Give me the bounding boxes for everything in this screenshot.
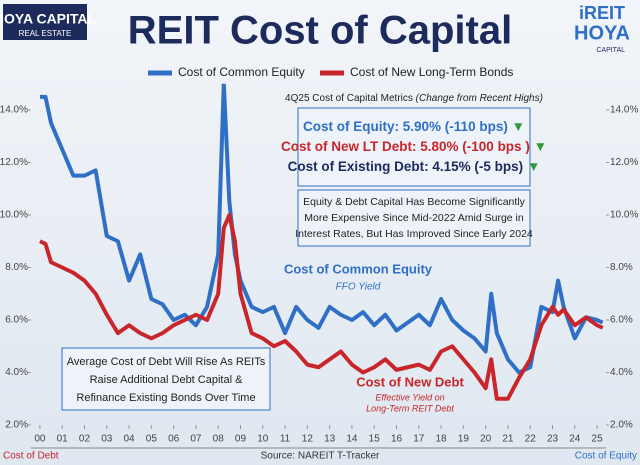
note-line: Raise Additional Debt Capital & bbox=[90, 374, 244, 386]
metric: Cost of New LT Debt: 5.80% (-100 bps ) ▼ bbox=[281, 139, 547, 154]
chart-title: REIT Cost of Capital bbox=[128, 9, 512, 53]
x-tick-label: 19 bbox=[458, 434, 470, 445]
x-tick-label: 17 bbox=[413, 434, 425, 445]
y-tick-label: 12.0% bbox=[0, 157, 28, 168]
y2-tick-label: 14.0% bbox=[610, 105, 638, 116]
source: Source: NAREIT T-Tracker bbox=[261, 451, 380, 462]
x-tick-label: 24 bbox=[569, 434, 581, 445]
y-tick-label: 6.0% bbox=[5, 315, 28, 326]
left-logo bbox=[3, 4, 87, 40]
metric-arrow: ▼ bbox=[512, 119, 525, 134]
x-tick-label: 16 bbox=[391, 434, 403, 445]
note-line: More Expensive Since Mid-2022 Amid Surge… bbox=[304, 212, 524, 224]
x-tick-label: 21 bbox=[502, 434, 514, 445]
note-line: Average Cost of Debt Will Rise As REITs bbox=[67, 356, 266, 368]
metric: Cost of Existing Debt: 4.15% (-5 bps) ▼ bbox=[288, 159, 541, 174]
logo-text: REAL ESTATE bbox=[19, 29, 72, 38]
metric-text: Cost of New LT Debt: 5.80% (-100 bps ) bbox=[281, 139, 530, 154]
x-tick-label: 10 bbox=[257, 434, 269, 445]
x-tick-label: 09 bbox=[235, 434, 247, 445]
legend-label: Cost of Common Equity bbox=[178, 65, 305, 79]
y2-tick-label: 8.0% bbox=[610, 262, 633, 273]
x-tick-label: 07 bbox=[190, 434, 202, 445]
series-line bbox=[39, 83, 604, 375]
metric-text: Cost of Existing Debt: 4.15% (-5 bps) bbox=[288, 159, 524, 174]
debt-sub: Long-Term REIT Debt bbox=[366, 403, 454, 413]
logo-text: HOYA CAPITAL bbox=[0, 11, 97, 27]
x-tick-label: 11 bbox=[280, 434, 291, 445]
y-tick-label: 4.0% bbox=[5, 367, 28, 378]
x-tick-label: 15 bbox=[369, 434, 381, 445]
metric: Cost of Equity: 5.90% (-110 bps) ▼ bbox=[303, 119, 525, 134]
y-tick-label: 2.0% bbox=[5, 420, 28, 431]
logo-text: iREIT bbox=[579, 3, 625, 23]
equity-label: Cost of Common Equity bbox=[284, 261, 433, 276]
x-tick-label: 05 bbox=[146, 434, 158, 445]
y-tick-label: 8.0% bbox=[5, 262, 28, 273]
metrics-header: 4Q25 Cost of Capital Metrics (Change fro… bbox=[285, 93, 543, 104]
y-tick-label: 14.0% bbox=[0, 105, 28, 116]
note-box bbox=[297, 189, 531, 247]
x-tick-label: 13 bbox=[324, 434, 336, 445]
metrics-header-note: (Change from Recent Highs) bbox=[416, 93, 543, 104]
metric-arrow: ▼ bbox=[527, 159, 540, 174]
y2-tick-label: 10.0% bbox=[610, 210, 638, 221]
debt-label: Cost of New Debt bbox=[356, 374, 464, 389]
note-line: Equity & Debt Capital Has Become Signifi… bbox=[303, 196, 526, 208]
y2-tick-label: 6.0% bbox=[610, 315, 633, 326]
metrics-box bbox=[297, 107, 531, 187]
x-tick-label: 06 bbox=[168, 434, 180, 445]
metric-arrow: ▼ bbox=[534, 139, 547, 154]
note-line: Refinance Existing Bonds Over Time bbox=[76, 392, 255, 404]
equity-sub: FFO Yield bbox=[336, 282, 381, 293]
x-tick-label: 12 bbox=[302, 434, 314, 445]
x-tick-label: 23 bbox=[547, 434, 559, 445]
y2-tick-label: 12.0% bbox=[610, 157, 638, 168]
note-box bbox=[61, 347, 271, 411]
x-tick-label: 22 bbox=[525, 434, 537, 445]
x-tick-label: 03 bbox=[101, 434, 113, 445]
x-tick-label: 18 bbox=[436, 434, 448, 445]
y-tick-label: 10.0% bbox=[0, 210, 28, 221]
x-tick-label: 04 bbox=[123, 434, 135, 445]
y2-tick-label: 2.0% bbox=[610, 420, 633, 431]
legend-label: Cost of New Long-Term Bonds bbox=[350, 65, 513, 79]
x-tick-label: 25 bbox=[592, 434, 604, 445]
metrics-header-text: 4Q25 Cost of Capital Metrics bbox=[285, 93, 413, 104]
x-tick-label: 02 bbox=[79, 434, 91, 445]
series-line bbox=[39, 213, 604, 401]
logo-text: CAPITAL bbox=[596, 47, 625, 54]
footer-right: Cost of Equity bbox=[575, 451, 637, 462]
x-tick-label: 20 bbox=[480, 434, 492, 445]
x-tick-label: 08 bbox=[213, 434, 225, 445]
footer-left: Cost of Debt bbox=[3, 451, 59, 462]
metric-text: Cost of Equity: 5.90% (-110 bps) bbox=[303, 119, 508, 134]
x-tick-label: 01 bbox=[57, 434, 69, 445]
debt-sub: Effective Yield on bbox=[375, 392, 444, 402]
x-tick-label: 00 bbox=[34, 434, 46, 445]
x-tick-label: 14 bbox=[346, 434, 358, 445]
logo-text: HOYA bbox=[574, 22, 630, 44]
y2-tick-label: 4.0% bbox=[610, 367, 633, 378]
note-line: Interest Rates, But Has Improved Since E… bbox=[295, 228, 533, 240]
